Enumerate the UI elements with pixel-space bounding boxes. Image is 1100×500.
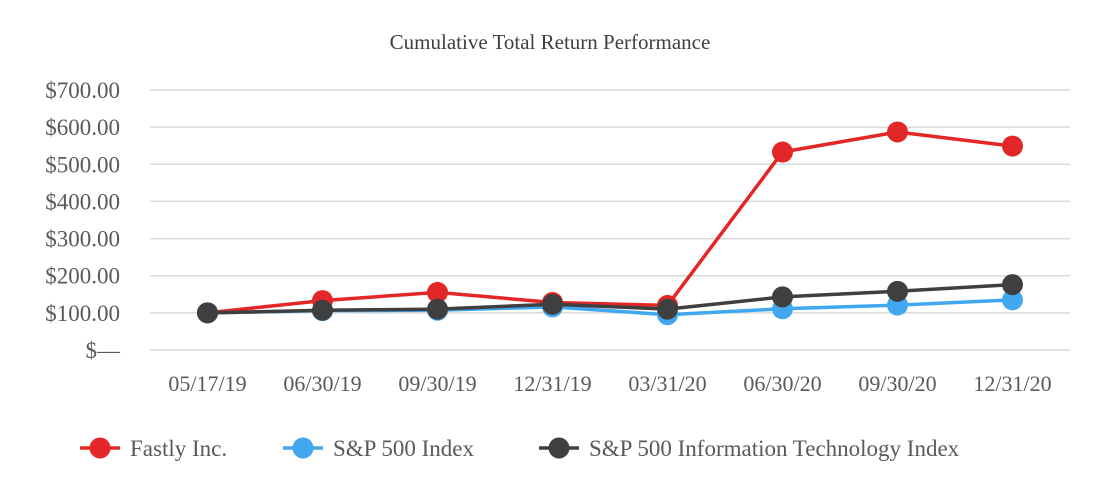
series-line bbox=[207, 130, 1013, 315]
series-point bbox=[887, 280, 908, 302]
legend-item: S&P 500 Index bbox=[283, 436, 474, 461]
x-tick-label: 12/31/19 bbox=[513, 371, 591, 396]
x-tick-label: 05/17/19 bbox=[168, 371, 246, 396]
legend-item: Fastly Inc. bbox=[80, 436, 227, 461]
y-axis-tick-labels: $— $100.00 $200.00 $300.00 $400.00 $500.00 $60… bbox=[45, 78, 121, 363]
y-tick-label: $700.00 bbox=[45, 78, 120, 103]
series-group bbox=[197, 274, 1023, 324]
series-point bbox=[1002, 135, 1023, 157]
legend: Fastly Inc. S&P 500 Index S&P 500 Informat… bbox=[80, 436, 960, 461]
legend-marker-swatch bbox=[89, 437, 111, 459]
series-point bbox=[197, 302, 218, 324]
x-tick-label: 09/30/20 bbox=[858, 371, 936, 396]
series-point bbox=[427, 281, 448, 303]
y-tick-label: $600.00 bbox=[45, 115, 120, 140]
chart-title: Cumulative Total Return Performance bbox=[390, 30, 711, 54]
series-point bbox=[427, 298, 448, 320]
legend-label: Fastly Inc. bbox=[130, 436, 227, 461]
y-tick-label: $400.00 bbox=[45, 189, 120, 214]
series-point bbox=[1002, 274, 1023, 296]
y-tick-label: $100.00 bbox=[45, 301, 120, 326]
gridlines bbox=[150, 89, 1070, 351]
legend-label: S&P 500 Index bbox=[333, 436, 474, 461]
series-point bbox=[1002, 289, 1023, 311]
x-axis-tick-labels: 05/17/19 06/30/19 09/30/19 12/31/19 03/31/20… bbox=[168, 371, 1051, 396]
series-point bbox=[657, 298, 678, 320]
y-tick-label: $— bbox=[86, 338, 122, 363]
x-tick-label: 06/30/20 bbox=[743, 371, 821, 396]
x-tick-label: 03/31/20 bbox=[628, 371, 706, 396]
legend-label: S&P 500 Information Technology Index bbox=[589, 436, 960, 461]
legend-marker-swatch bbox=[548, 437, 570, 459]
x-tick-label: 09/30/19 bbox=[398, 371, 476, 396]
x-tick-label: 12/31/20 bbox=[973, 371, 1051, 396]
legend-marker-swatch bbox=[292, 437, 314, 459]
series-lines bbox=[197, 121, 1023, 326]
y-tick-label: $500.00 bbox=[45, 152, 120, 177]
series-point bbox=[542, 293, 563, 315]
series-point bbox=[887, 121, 908, 143]
y-tick-label: $200.00 bbox=[45, 264, 120, 289]
y-tick-label: $300.00 bbox=[45, 227, 120, 252]
series-point bbox=[772, 286, 793, 308]
series-point bbox=[772, 141, 793, 163]
series-line bbox=[207, 282, 1013, 315]
series-point bbox=[312, 299, 333, 321]
x-tick-label: 06/30/19 bbox=[283, 371, 361, 396]
legend-item: S&P 500 Information Technology Index bbox=[539, 436, 960, 461]
